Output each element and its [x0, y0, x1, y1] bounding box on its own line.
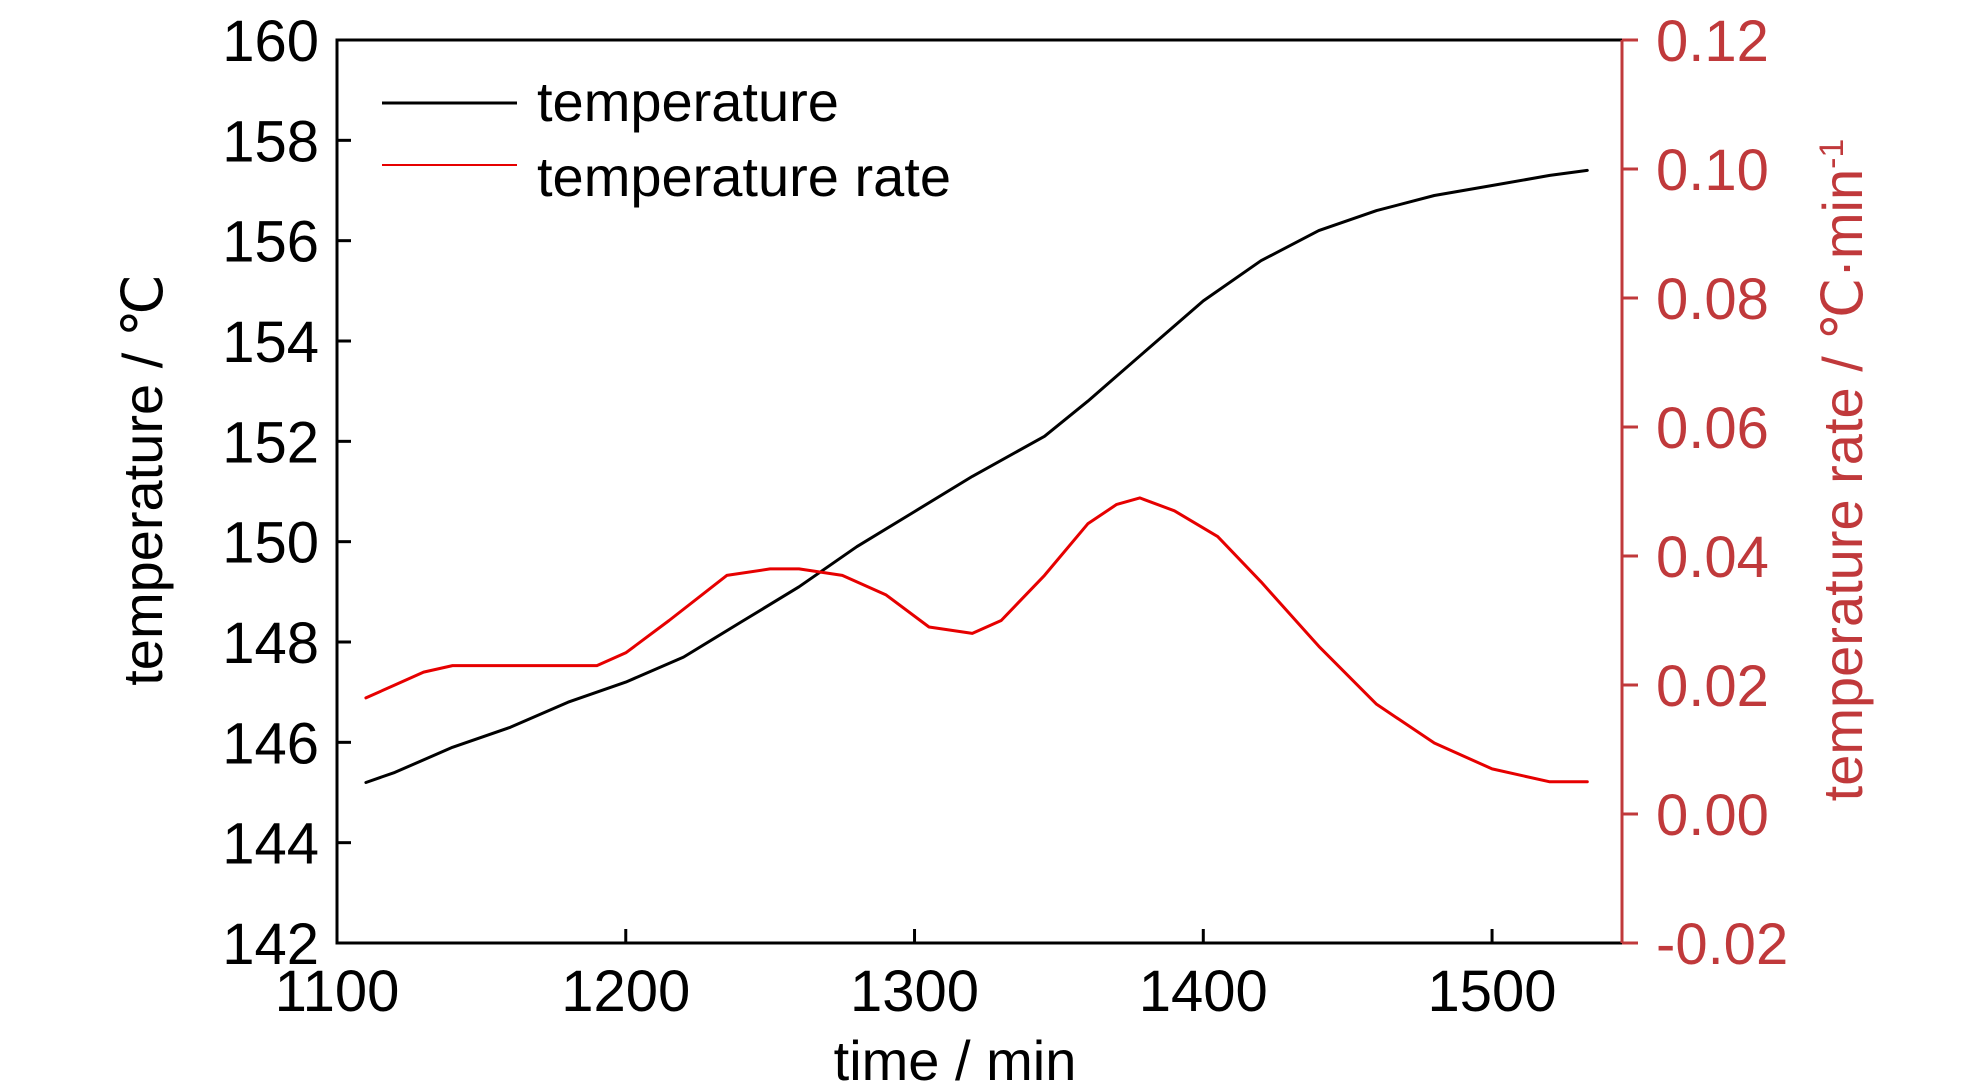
- legend: temperature temperature rate: [382, 70, 951, 208]
- left-tick-label: 152: [222, 410, 319, 475]
- plot-frame: [335, 38, 1624, 945]
- series-line-temperature: [364, 168, 1589, 784]
- series-line-temperature-rate: [364, 496, 1589, 784]
- x-tick-label: 1200: [561, 959, 690, 1024]
- left-tick-label: 160: [222, 9, 319, 74]
- plot-marks: [364, 168, 1589, 784]
- right-tick-label: 0.12: [1656, 9, 1769, 74]
- left-tick-label: 154: [222, 310, 319, 375]
- right-axis-title-superscript: -1: [1813, 139, 1851, 169]
- right-tick-label: 0.10: [1656, 138, 1769, 203]
- right-tick-label: 0.00: [1656, 783, 1769, 848]
- right-axis-ticks: -0.02 0.00 0.02 0.04 0.06 0.08 0.10 0.12: [1620, 9, 1788, 977]
- right-tick-label: 0.06: [1656, 396, 1769, 461]
- left-tick-label: 156: [222, 210, 319, 275]
- x-tick-label: 1400: [1139, 959, 1268, 1024]
- left-tick-label: 144: [222, 812, 319, 877]
- right-axis-title-main: temperature rate / ℃·min: [1811, 169, 1874, 801]
- x-tick-label: 1100: [275, 959, 400, 1024]
- x-axis-title: time / min: [834, 1029, 1077, 1087]
- right-axis-title: temperature rate / ℃·min-1: [1811, 139, 1874, 802]
- right-tick-label: 0.02: [1656, 654, 1769, 719]
- left-tick-label: 148: [222, 611, 319, 676]
- left-axis-ticks: 142 144 146 148 150 152 154 156 158 160: [222, 9, 351, 977]
- left-tick-label: 150: [222, 511, 319, 576]
- x-axis-ticks: 1100 1200 1300 1400 1500: [275, 929, 1557, 1024]
- x-tick-label: 1300: [850, 959, 979, 1024]
- left-tick-label: 142: [222, 912, 319, 977]
- right-tick-label: 0.04: [1656, 525, 1769, 590]
- right-tick-label: -0.02: [1656, 912, 1788, 977]
- legend-label-temperature-rate: temperature rate: [537, 145, 951, 208]
- left-axis-title: temperature / ℃: [111, 274, 174, 686]
- legend-label-temperature: temperature: [537, 70, 839, 133]
- left-tick-label: 158: [222, 109, 319, 174]
- right-tick-label: 0.08: [1656, 267, 1769, 332]
- left-tick-label: 146: [222, 711, 319, 776]
- x-tick-label: 1500: [1428, 959, 1557, 1024]
